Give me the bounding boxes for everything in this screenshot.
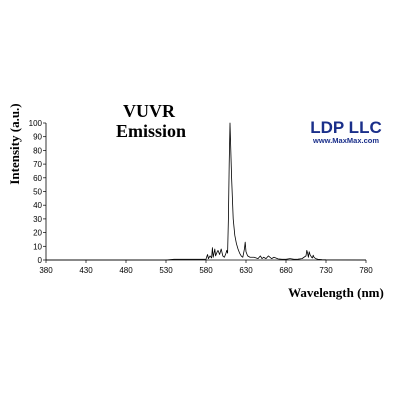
y-tick-label: 90 — [33, 133, 42, 142]
y-tick-label: 0 — [38, 256, 43, 265]
chart-title-line-1: VUVR — [123, 101, 176, 121]
x-tick-label: 530 — [159, 266, 173, 275]
x-tick-label: 680 — [279, 266, 293, 275]
y-tick-label: 70 — [33, 160, 42, 169]
x-tick-label: 380 — [39, 266, 53, 275]
x-tick-label: 430 — [79, 266, 93, 275]
y-tick-label: 100 — [29, 119, 43, 128]
y-tick-label: 10 — [33, 242, 42, 251]
y-tick-label: 50 — [33, 188, 42, 197]
x-tick-label: 630 — [239, 266, 253, 275]
y-tick-label: 20 — [33, 229, 42, 238]
y-tick-label: 60 — [33, 174, 42, 183]
x-tick-label: 580 — [199, 266, 213, 275]
x-tick-label: 480 — [119, 266, 133, 275]
logo-url: www.MaxMax.com — [312, 136, 379, 145]
series — [46, 122, 367, 261]
x-axis-title: Wavelength (nm) — [288, 285, 384, 300]
logo-name: LDP LLC — [310, 118, 381, 137]
y-tick-label: 40 — [33, 201, 42, 210]
y-tick-label: 80 — [33, 146, 42, 155]
x-tick-label: 780 — [359, 266, 373, 275]
x-tick-label: 730 — [319, 266, 333, 275]
y-axis-title: Intensity (a.u.) — [7, 103, 22, 184]
y-tick-label: 30 — [33, 215, 42, 224]
emission-series-line — [46, 122, 367, 261]
chart-title-line-2: Emission — [116, 121, 186, 141]
ticks: 0 10 20 30 40 50 60 70 80 90 100 380 430 480 530 580 630… — [29, 119, 374, 275]
